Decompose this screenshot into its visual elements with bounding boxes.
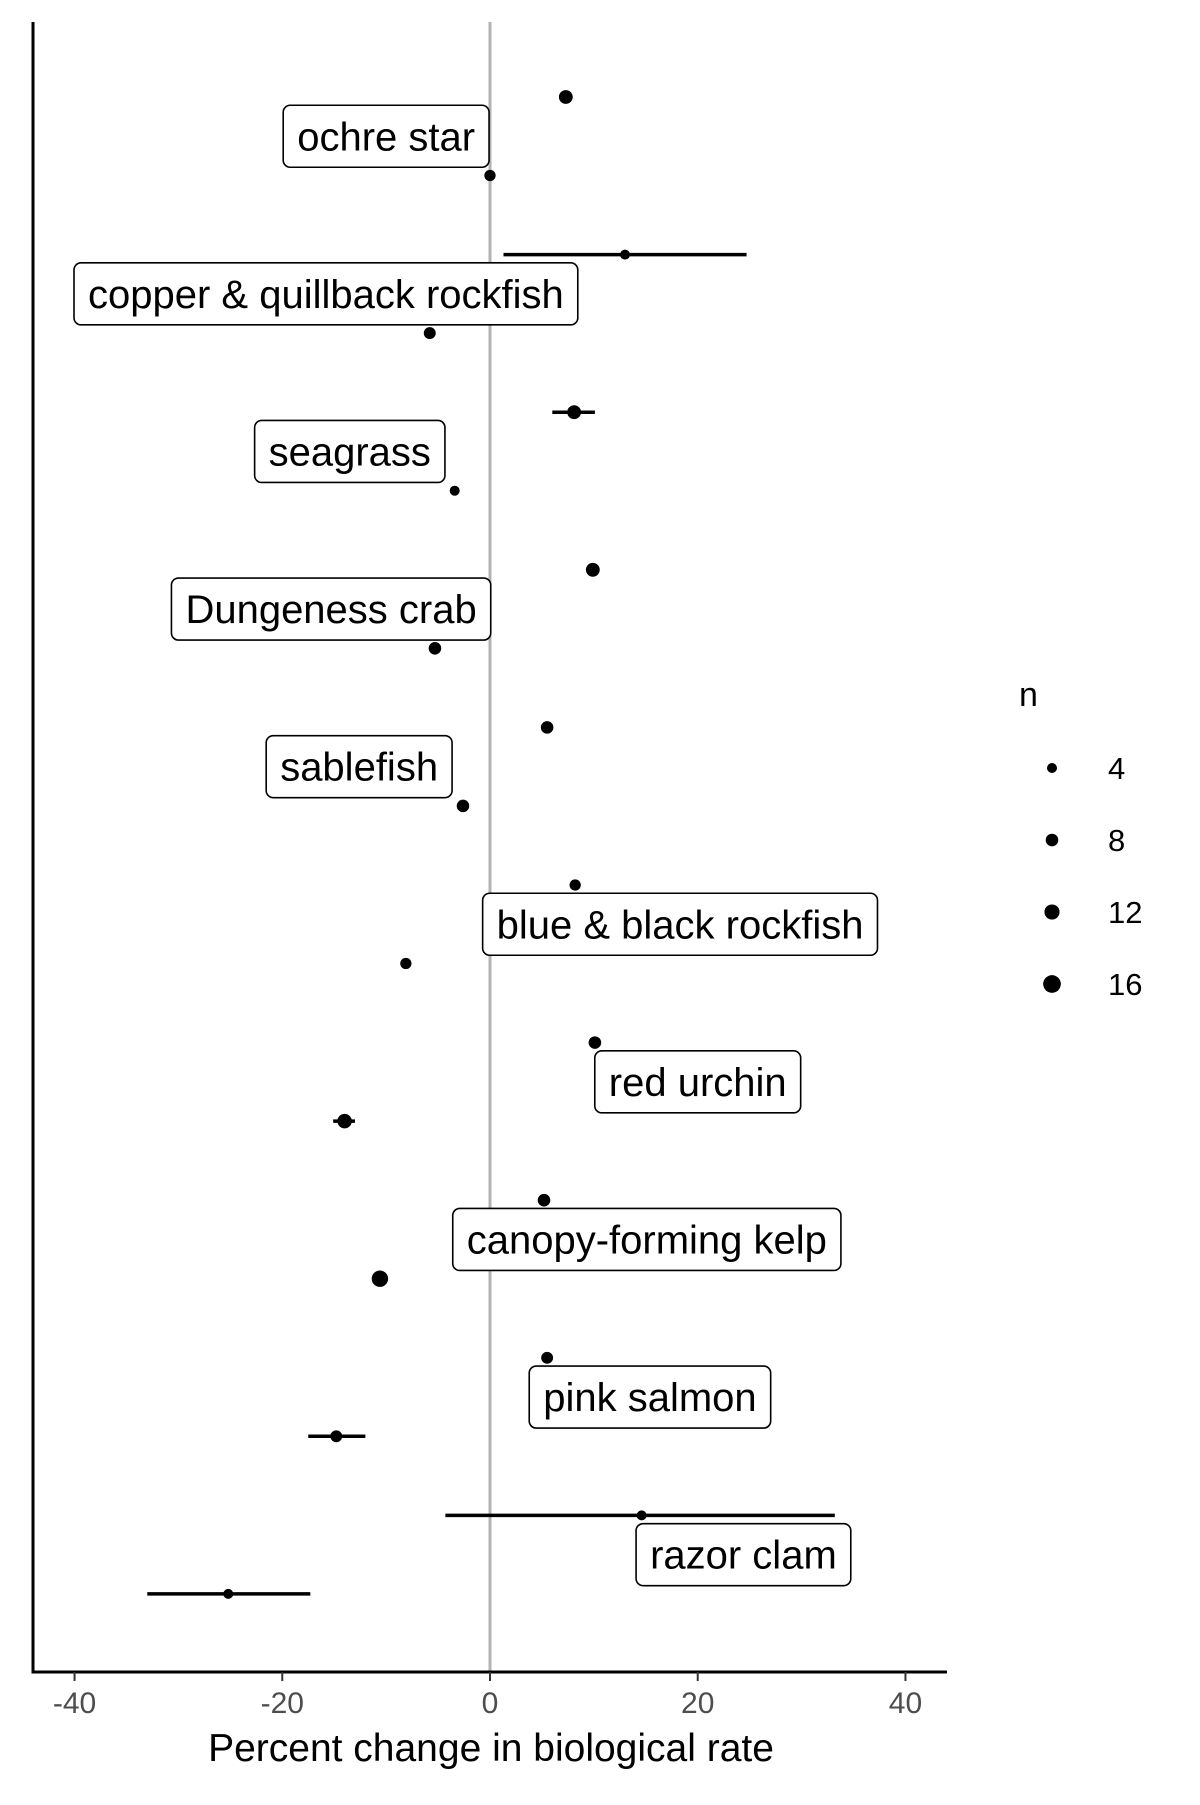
label-box: razor clam (635, 1522, 852, 1587)
species-label: Dungeness crab (185, 588, 476, 632)
label-box: pink salmon (528, 1365, 772, 1429)
species-label: sablefish (280, 746, 438, 790)
label-box: Dungeness crab (170, 577, 492, 641)
species-label: ochre star (297, 115, 475, 159)
data-point (223, 1588, 234, 1599)
data-point (567, 405, 582, 420)
data-point (337, 1113, 352, 1129)
label-box: seagrass (253, 419, 446, 484)
x-tick-label: 0 (482, 1687, 499, 1720)
label-box: blue & black rockfish (481, 892, 879, 957)
data-point (371, 1270, 389, 1287)
x-tick-label: -40 (53, 1687, 96, 1720)
legend-label: 4 (1108, 751, 1125, 786)
label-box-border (481, 892, 879, 957)
data-point (585, 562, 600, 577)
label-box-border (635, 1522, 852, 1587)
marks-layer (147, 90, 835, 1599)
label-box-border (593, 1050, 802, 1114)
species-label: seagrass (269, 430, 431, 474)
label-box: copper & quillback rockfish (73, 262, 579, 326)
legend-title: n (1019, 676, 1038, 714)
species-label: canopy-forming kelp (467, 1218, 827, 1262)
legend-label: 16 (1108, 967, 1142, 1002)
legend-key-point (1043, 975, 1061, 993)
x-tick-label: 20 (681, 1687, 714, 1720)
label-layer: ochre star copper & quillback rockfish sea… (73, 104, 879, 1587)
data-point (558, 90, 573, 104)
data-point (620, 249, 631, 260)
data-point (540, 721, 554, 734)
species-label: razor clam (650, 1534, 837, 1578)
legend-label: 12 (1108, 895, 1142, 930)
species-label: blue & black rockfish (497, 903, 864, 947)
label-box: sablefish (265, 734, 453, 799)
legend-key-point (1047, 763, 1057, 773)
data-point (400, 957, 412, 970)
data-point (588, 1036, 602, 1049)
data-point (423, 327, 436, 340)
legend-key-point (1045, 833, 1059, 847)
data-point (428, 642, 442, 655)
species-label: copper & quillback rockfish (88, 273, 564, 317)
data-point (449, 485, 460, 496)
label-box-border (73, 262, 579, 326)
x-tick-label: 40 (889, 1687, 922, 1720)
label-box-border (253, 419, 446, 484)
data-point (636, 1510, 647, 1521)
data-point (456, 799, 470, 813)
legend-key-point (1044, 904, 1060, 920)
data-point (569, 879, 581, 891)
data-point (541, 1351, 554, 1364)
label-box: canopy-forming kelp (451, 1207, 842, 1272)
data-point (537, 1193, 551, 1207)
label-box-border (282, 104, 490, 169)
label-box-border (265, 734, 453, 799)
axes-layer: -40 -20 0 20 40 (31, 22, 947, 1720)
label-box: red urchin (593, 1050, 802, 1114)
legend: n 4 8 12 16 (1019, 676, 1142, 1002)
label-box-border (528, 1365, 772, 1429)
species-label: pink salmon (543, 1376, 756, 1420)
species-label: red urchin (609, 1061, 787, 1105)
label-box-border (170, 577, 492, 641)
legend-label: 8 (1108, 823, 1125, 858)
label-box: ochre star (282, 104, 490, 169)
label-box-border (451, 1207, 842, 1272)
x-axis-title: Percent change in biological rate (208, 1727, 774, 1770)
data-point (484, 169, 496, 182)
x-tick-label: -20 (261, 1687, 304, 1720)
data-point (330, 1430, 343, 1443)
